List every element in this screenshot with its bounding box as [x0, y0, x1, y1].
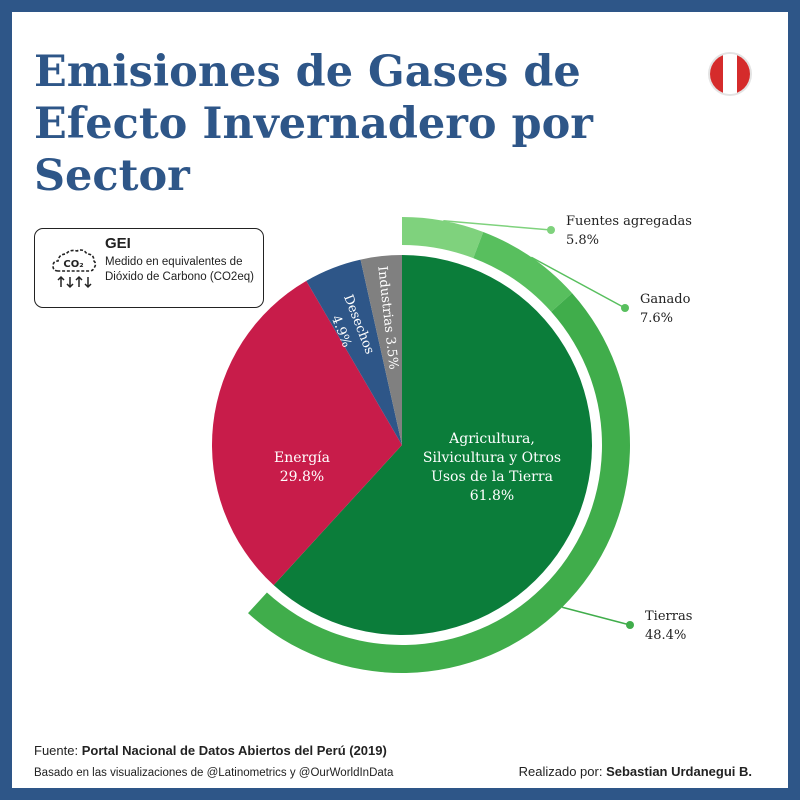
ring-segment-ganado [473, 231, 573, 312]
credit-line: Realizado por: Sebastian Urdanegui B. [519, 764, 752, 779]
co2-cloud-icon: CO₂ [52, 249, 97, 289]
pie-slice-agricultura-silvicultura-y-otros-usos-de-la-tierra [273, 255, 592, 636]
callout-label-fuentes-agregadas: Fuentes agregadas 5.8% [566, 214, 692, 248]
source-line: Fuente: Portal Nacional de Datos Abierto… [34, 743, 387, 758]
co2-icon-label: CO₂ [63, 259, 83, 270]
callout-line-ganado [530, 256, 626, 309]
page-title: Emisiones de Gases de Efecto Invernadero… [34, 47, 593, 201]
callout-line-tierras [562, 606, 631, 626]
source-name: Portal Nacional de Datos Abiertos del Pe… [81, 743, 387, 758]
credit-label: Realizado por: [518, 764, 603, 779]
callout-line-fuentes-agregadas [443, 220, 552, 231]
credit-name: Sebastian Urdanegui B. [606, 764, 752, 779]
callout-dot-fuentes-agregadas [547, 226, 555, 234]
ring-segment-fuentes-agregadas [402, 217, 484, 259]
callout-label-tierras: Tierras 48.4% [645, 609, 692, 643]
gei-title: GEI [105, 235, 131, 252]
based-on-note: Basado en las visualizaciones de @Latino… [34, 767, 394, 779]
callout-dot-ganado [621, 304, 629, 312]
pie-slice-desechos [306, 259, 402, 445]
callout-dot-tierras [626, 621, 634, 629]
ring-segment-tierras [248, 293, 631, 674]
callout-label-ganado: Ganado 7.6% [640, 292, 691, 326]
slice-label-agricultura: Agricultura, Silvicultura y Otros Usos de … [423, 431, 561, 504]
peru-flag-icon [710, 54, 750, 94]
gei-info-box: CO₂ GEI Medido en equivalentes de Dióxid… [34, 228, 264, 308]
slice-label-energia: Energía 29.8% [274, 450, 330, 485]
pie-slice-energia [211, 280, 402, 586]
gei-description: Medido en equivalentes de Dióxido de Car… [105, 256, 254, 283]
source-label: Fuente: [34, 743, 79, 758]
pie-slice-industrias [360, 255, 402, 445]
